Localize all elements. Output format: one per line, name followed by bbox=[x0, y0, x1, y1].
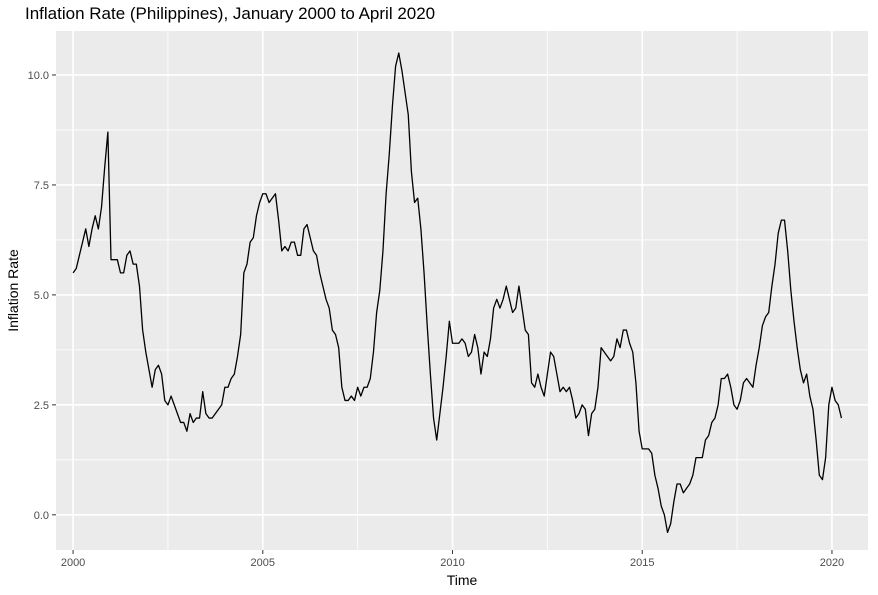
x-axis-title: Time bbox=[447, 572, 478, 588]
x-tick-label: 2000 bbox=[61, 557, 85, 569]
y-tick-label: 0.0 bbox=[34, 510, 49, 522]
y-axis-title: Inflation Rate bbox=[5, 249, 21, 332]
x-axis-ticks: 2000 2005 2010 2015 2020 bbox=[61, 550, 844, 569]
inflation-rate-line bbox=[72, 52, 843, 534]
x-tick-label: 2015 bbox=[630, 557, 654, 569]
y-tick-label: 7.5 bbox=[34, 180, 49, 192]
chart-title: Inflation Rate (Philippines), January 20… bbox=[25, 4, 436, 23]
x-tick-label: 2020 bbox=[820, 557, 844, 569]
x-tick-label: 2005 bbox=[251, 557, 275, 569]
plot-panel bbox=[56, 31, 868, 550]
y-tick-label: 5.0 bbox=[34, 290, 49, 302]
y-tick-label: 10.0 bbox=[28, 70, 49, 82]
x-tick-label: 2010 bbox=[440, 557, 464, 569]
y-tick-label: 2.5 bbox=[34, 400, 49, 412]
major-gridlines bbox=[56, 31, 868, 550]
minor-gridlines bbox=[56, 31, 868, 550]
y-axis-ticks: 0.0 2.5 5.0 7.5 10.0 bbox=[28, 70, 56, 522]
